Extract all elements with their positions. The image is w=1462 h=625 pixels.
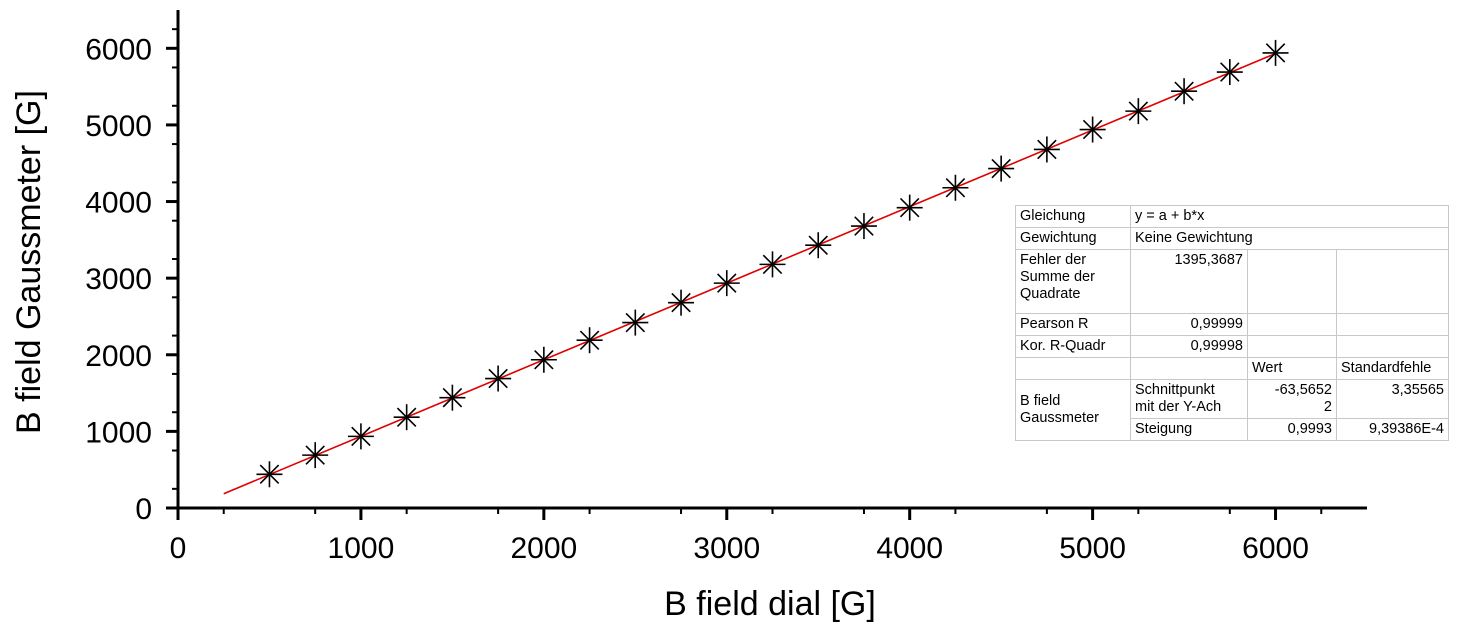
intercept-stderr: 3,35565 bbox=[1336, 379, 1449, 419]
x-tick-label: 1000 bbox=[328, 532, 395, 565]
sse-value: 1395,3687 bbox=[1130, 249, 1248, 314]
data-point bbox=[393, 404, 420, 431]
data-point bbox=[622, 309, 649, 336]
data-point bbox=[485, 365, 512, 392]
pearson-label: Pearson R bbox=[1015, 313, 1131, 336]
sse-label: Fehler der Summe der Quadrate bbox=[1015, 249, 1131, 314]
intercept-label-line-1: Schnittpunkt bbox=[1135, 382, 1215, 398]
data-point bbox=[256, 461, 283, 488]
slope-row: Steigung 0,9993 9,39386E-4 bbox=[1016, 418, 1449, 441]
header-empty-2 bbox=[1130, 357, 1248, 380]
y-tick-label: 0 bbox=[135, 493, 152, 526]
equation-value: y = a + b*x bbox=[1130, 205, 1449, 228]
data-point bbox=[1262, 39, 1289, 66]
x-tick-label: 6000 bbox=[1242, 532, 1309, 565]
fit-layer bbox=[223, 52, 1276, 495]
sse-empty-2 bbox=[1336, 249, 1449, 314]
y-tick-label: 6000 bbox=[85, 33, 152, 66]
points-layer bbox=[256, 39, 1289, 488]
data-point bbox=[1216, 59, 1243, 86]
y-axis-title: B field Gaussmeter [G] bbox=[10, 90, 48, 434]
intercept-label-line-2: mit der Y-Ach bbox=[1135, 399, 1222, 415]
y-tick-label: 1000 bbox=[85, 416, 152, 449]
fit-results-table: Gleichung y = a + b*x Gewichtung Keine G… bbox=[1015, 205, 1449, 441]
adj-r2-label: Kor. R-Quadr bbox=[1015, 335, 1131, 358]
pearson-value: 0,99999 bbox=[1130, 313, 1248, 336]
intercept-value-line-2: 2 bbox=[1323, 399, 1332, 415]
group-label: B field Gaussmeter bbox=[1015, 379, 1131, 441]
data-point bbox=[668, 289, 695, 316]
slope-label: Steigung bbox=[1130, 418, 1248, 441]
x-axis-title: B field dial [G] bbox=[664, 585, 876, 623]
intercept-label: Schnittpunkt mit der Y-Ach se bbox=[1130, 379, 1248, 419]
header-empty-1 bbox=[1015, 357, 1131, 380]
data-point bbox=[805, 232, 832, 259]
pearson-row: Pearson R 0,99999 bbox=[1015, 313, 1449, 336]
equation-label: Gleichung bbox=[1015, 205, 1131, 228]
sse-label-line-2: Summe der bbox=[1020, 269, 1095, 285]
fit-line bbox=[223, 52, 1276, 495]
sse-label-line-3: Quadrate bbox=[1020, 286, 1081, 302]
data-point bbox=[942, 174, 969, 201]
data-point bbox=[850, 213, 877, 240]
intercept-value-line-1: -63,5652 bbox=[1274, 382, 1332, 398]
x-tick-label: 5000 bbox=[1059, 532, 1126, 565]
group-label-line-1: B field bbox=[1020, 393, 1061, 409]
pearson-empty-2 bbox=[1336, 313, 1449, 336]
x-tick-label: 4000 bbox=[876, 532, 943, 565]
column-header-value: Wert bbox=[1247, 357, 1337, 380]
data-point bbox=[1125, 98, 1152, 125]
adj-r2-row: Kor. R-Quadr 0,99998 bbox=[1015, 335, 1449, 358]
data-point bbox=[988, 155, 1015, 182]
x-tick-label: 2000 bbox=[510, 532, 577, 565]
x-tick-label: 3000 bbox=[693, 532, 760, 565]
data-point bbox=[302, 442, 329, 469]
equation-row: Gleichung y = a + b*x bbox=[1015, 205, 1449, 228]
axes: 0 1000 2000 3000 4000 5000 6000 0 1000 2000 3000 40… bbox=[85, 10, 1367, 565]
intercept-row: B field Gaussmeter Schnittpunkt mit der … bbox=[1015, 379, 1449, 441]
intercept-value: -63,5652 2 bbox=[1247, 379, 1337, 419]
y-tick-label: 4000 bbox=[85, 187, 152, 220]
sse-row: Fehler der Summe der Quadrate 1395,3687 bbox=[1015, 249, 1449, 314]
adj-r2-value: 0,99998 bbox=[1130, 335, 1248, 358]
data-point bbox=[576, 327, 603, 354]
data-point bbox=[713, 270, 740, 297]
y-tick-label: 2000 bbox=[85, 340, 152, 373]
data-point bbox=[530, 346, 557, 373]
sse-label-line-1: Fehler der bbox=[1020, 252, 1087, 268]
pearson-empty-1 bbox=[1247, 313, 1337, 336]
data-point bbox=[347, 423, 374, 450]
adj-r2-empty-1 bbox=[1247, 335, 1337, 358]
data-point bbox=[896, 194, 923, 221]
sse-empty-1 bbox=[1247, 249, 1337, 314]
column-header-row: Wert Standardfehle bbox=[1015, 357, 1449, 380]
data-point bbox=[1171, 78, 1198, 105]
y-tick-label: 3000 bbox=[85, 263, 152, 296]
weighting-label: Gewichtung bbox=[1015, 227, 1131, 250]
group-label-line-2: Gaussmeter bbox=[1020, 410, 1099, 426]
slope-stderr: 9,39386E-4 bbox=[1336, 418, 1449, 441]
y-tick-label: 5000 bbox=[85, 110, 152, 143]
weighting-row: Gewichtung Keine Gewichtung bbox=[1015, 227, 1449, 250]
x-tick-label: 0 bbox=[170, 532, 187, 565]
slope-value: 0,9993 bbox=[1247, 418, 1337, 441]
adj-r2-empty-2 bbox=[1336, 335, 1449, 358]
weighting-value: Keine Gewichtung bbox=[1130, 227, 1449, 250]
column-header-stderr: Standardfehle bbox=[1336, 357, 1449, 380]
data-point bbox=[759, 251, 786, 278]
data-point bbox=[1079, 116, 1106, 143]
data-point bbox=[439, 384, 466, 411]
data-point bbox=[1033, 136, 1060, 163]
